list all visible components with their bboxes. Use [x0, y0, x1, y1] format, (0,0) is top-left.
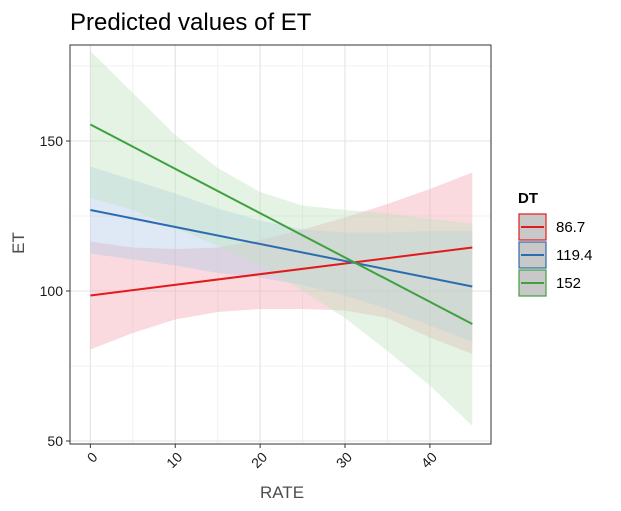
- ci-ribbon-119.4: [90, 166, 473, 342]
- series-line-86.7: [90, 246, 473, 297]
- grid: [70, 45, 491, 444]
- chart-title: Predicted values of ET: [70, 9, 312, 36]
- legend-label-119.4: 119.4: [556, 247, 592, 264]
- legend: DT 86.7 119.4 152: [518, 190, 592, 297]
- legend-item-119.4: 119.4: [518, 241, 592, 269]
- x-tick-label: 40: [418, 449, 440, 471]
- ci-ribbon-152: [90, 51, 473, 426]
- x-tick-label: 20: [248, 449, 270, 471]
- x-axis: 0 10 20 30 40: [84, 444, 440, 471]
- y-tick-label: 150: [40, 133, 64, 149]
- series-lines: [89, 123, 473, 325]
- legend-item-152: 152: [518, 269, 581, 297]
- legend-item-86.7: 86.7: [518, 213, 585, 241]
- y-axis-title: ET: [9, 232, 28, 254]
- x-tick-label: 30: [333, 449, 355, 471]
- legend-label-86.7: 86.7: [556, 219, 585, 236]
- y-tick-label: 50: [47, 433, 63, 449]
- y-axis: 50 100 150: [40, 133, 70, 449]
- y-tick-label: 100: [40, 283, 64, 299]
- x-tick-label: 0: [84, 449, 101, 466]
- confidence-ribbons: [90, 51, 473, 426]
- series-line-119.4: [90, 209, 473, 288]
- ci-ribbon-86.7: [90, 172, 473, 354]
- legend-title: DT: [518, 190, 538, 207]
- x-axis-title: RATE: [260, 483, 304, 502]
- legend-label-152: 152: [556, 275, 581, 292]
- panel-border: [69, 44, 492, 445]
- series-line-152: [89, 123, 473, 325]
- x-tick-label: 10: [163, 449, 185, 471]
